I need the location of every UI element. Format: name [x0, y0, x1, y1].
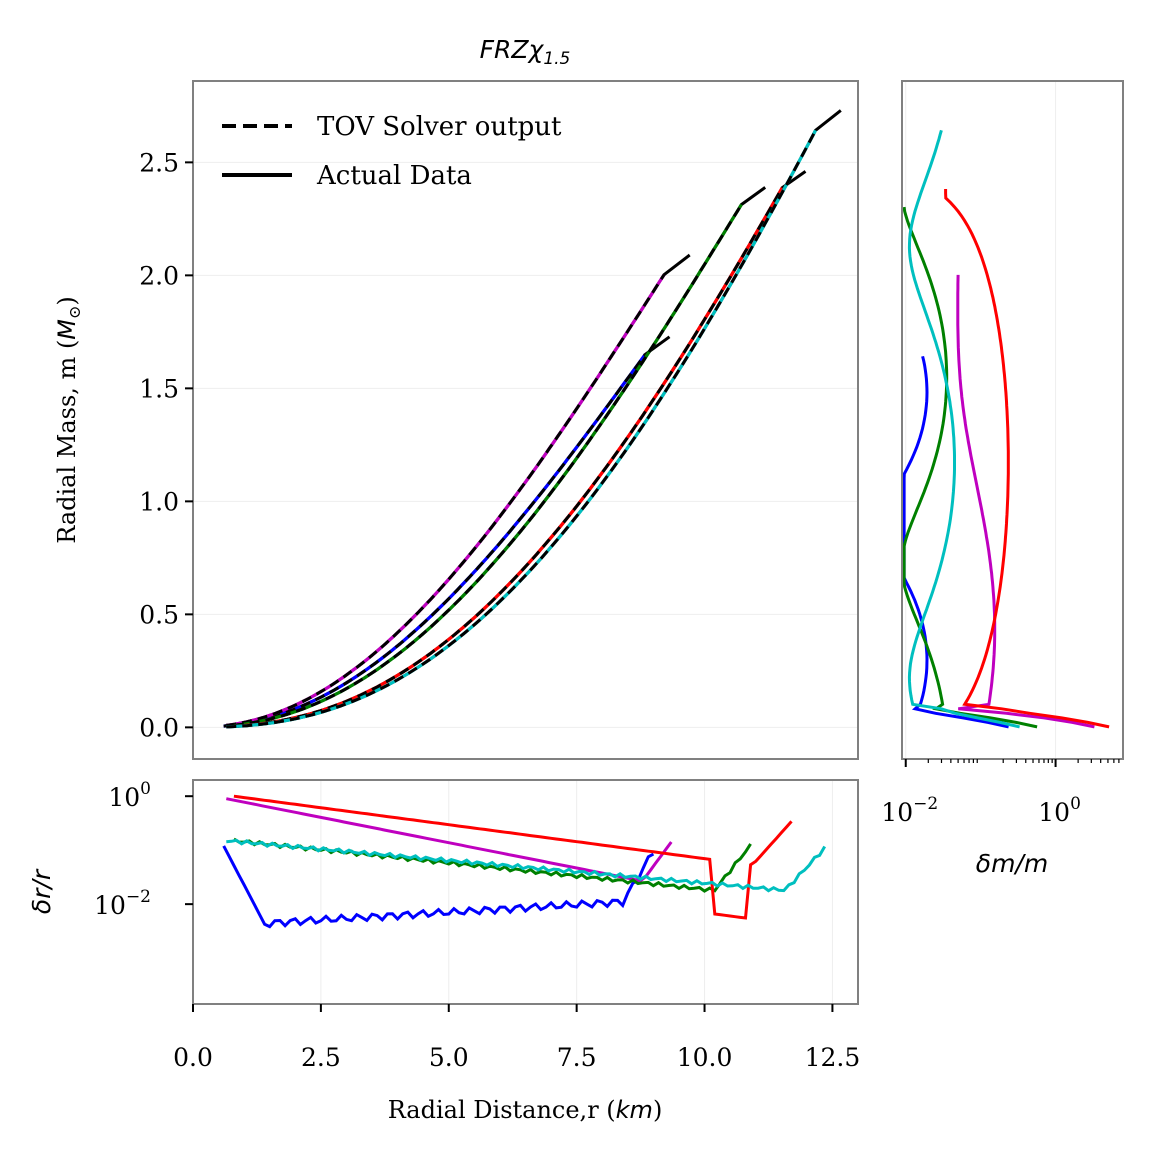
bottom-y-ticks: 100 10−2 — [94, 779, 193, 920]
chart-title: FRZχ1.5 — [480, 35, 571, 69]
bottom-series-line-blue — [222, 845, 655, 929]
series-line-green — [233, 203, 743, 727]
bottom-x-tick-label: 12.5 — [805, 1043, 861, 1072]
right-series-line-red — [944, 189, 1110, 729]
bottom-y-tick-label: 100 — [108, 779, 151, 812]
right-x-ticks: 10−2 100 — [881, 759, 1120, 827]
bottom-plot: 0.0 2.5 5.0 7.5 10.0 12.5 100 10−2 Radial Dist… — [27, 779, 860, 1124]
main-y-tick-label: 0.0 — [139, 713, 179, 742]
bottom-curves — [222, 794, 827, 929]
tov-dashed-line-green — [233, 203, 743, 727]
bottom-series-line-cyan — [226, 838, 827, 893]
right-x-tick-label: 10−2 — [881, 794, 938, 827]
series-line-red — [233, 186, 784, 728]
bottom-x-axis-label: Radial Distance,r (km) — [388, 1096, 663, 1124]
bottom-x-tick-label: 5.0 — [429, 1043, 469, 1072]
main-y-tick-label: 1.5 — [139, 374, 179, 403]
bottom-y-axis-label: δr/r — [27, 868, 56, 914]
actual-data-line-magenta — [226, 253, 691, 727]
main-grid — [193, 161, 858, 728]
main-y-ticks: 0.0 0.5 1.0 1.5 2.0 2.5 — [139, 148, 193, 742]
bottom-plot-frame — [192, 779, 859, 1005]
right-plot: 10−2 100 δm/m — [881, 80, 1124, 878]
main-y-tick-label: 0.5 — [139, 600, 179, 629]
tov-dashed-line-magenta — [226, 273, 666, 727]
main-y-tick-label: 2.0 — [139, 261, 179, 290]
legend-label-actual: Actual Data — [316, 161, 472, 191]
actual-data-line-red — [233, 170, 807, 728]
actual-data-line-cyan — [226, 109, 842, 729]
bottom-x-tick-label: 7.5 — [557, 1043, 597, 1072]
bottom-x-ticks: 0.0 2.5 5.0 7.5 10.0 12.5 — [173, 1004, 860, 1072]
series-line-cyan — [226, 129, 817, 729]
main-y-tick-label: 2.5 — [139, 148, 179, 177]
legend-label-tov: TOV Solver output — [317, 112, 562, 142]
right-grid — [905, 81, 1057, 759]
series-line-blue — [223, 353, 647, 728]
right-x-tick-label: 100 — [1038, 794, 1081, 827]
right-plot-frame — [901, 80, 1124, 760]
tov-dashed-line-red — [233, 186, 784, 728]
bottom-series-line-red — [233, 794, 793, 920]
right-series-line-cyan — [907, 129, 1020, 729]
bottom-x-tick-label: 0.0 — [173, 1043, 213, 1072]
right-series-line-magenta — [956, 274, 1095, 729]
legend: TOV Solver output Actual Data — [222, 112, 562, 191]
main-curves — [223, 109, 842, 729]
bottom-grid — [192, 780, 833, 1004]
series-line-magenta — [226, 273, 666, 727]
right-x-axis-label: δm/m — [976, 849, 1048, 878]
bottom-x-tick-label: 2.5 — [301, 1043, 341, 1072]
actual-data-line-blue — [223, 335, 671, 728]
actual-data-line-green — [233, 186, 767, 727]
main-plot-frame — [192, 80, 859, 760]
main-y-tick-label: 1.0 — [139, 487, 179, 516]
main-y-axis-label: Radial Mass, m (M⊙) — [53, 296, 84, 544]
right-curves — [902, 129, 1110, 729]
tov-dashed-line-cyan — [226, 129, 817, 729]
right-series-line-green — [902, 206, 1038, 729]
bottom-y-tick-label: 10−2 — [94, 887, 151, 920]
tov-dashed-line-blue — [223, 353, 647, 728]
main-plot: 0.0 0.5 1.0 1.5 2.0 2.5 Radial Mass, m (M⊙) T… — [53, 80, 859, 760]
bottom-x-tick-label: 10.0 — [677, 1043, 733, 1072]
